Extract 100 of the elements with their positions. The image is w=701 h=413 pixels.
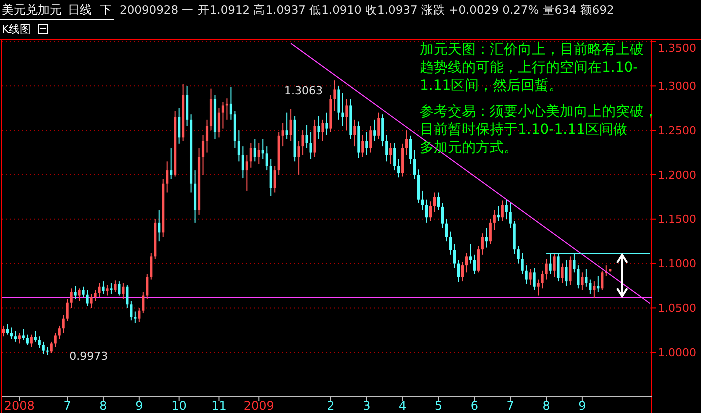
candlestick [286, 112, 288, 140]
candlestick [370, 126, 372, 154]
candlestick [469, 244, 472, 264]
candlestick [266, 146, 268, 172]
candlestick [485, 228, 488, 248]
candlestick [457, 260, 460, 283]
candlestick [22, 329, 25, 341]
candlestick [322, 119, 324, 142]
candlestick [386, 134, 388, 162]
x-tick-label: 2 [327, 399, 335, 413]
candlestick [246, 154, 248, 192]
candlestick [150, 252, 153, 280]
candlestick [134, 311, 137, 324]
candlestick [429, 201, 432, 222]
annotation: 1.3063 [284, 84, 323, 98]
y-tick-label: 1.2000 [658, 168, 696, 182]
candlestick [382, 114, 384, 148]
candlestick [254, 138, 256, 162]
candlestick [465, 252, 468, 274]
candlestick [302, 130, 304, 156]
candlestick [406, 130, 408, 156]
candlestick [10, 327, 13, 340]
candlestick [421, 190, 424, 212]
candlestick [290, 108, 292, 142]
candlestick [569, 256, 572, 286]
candlestick [441, 202, 444, 229]
x-tick-label: 4 [399, 399, 407, 413]
candlestick [505, 199, 508, 220]
candlestick [366, 132, 368, 156]
candlestick [453, 244, 456, 269]
candlestick [437, 192, 440, 212]
y-tick-label: 1.3000 [658, 80, 696, 94]
candlestick [118, 281, 121, 296]
candlestick [581, 272, 584, 291]
candlestick [274, 166, 276, 194]
candlestick [414, 150, 416, 180]
candlestick [342, 92, 344, 127]
x-tick-label: 9 [578, 399, 586, 413]
candlestick [390, 142, 392, 165]
x-tick-label: 2008 [4, 399, 35, 413]
candlestick [541, 270, 544, 290]
text: 下 [100, 3, 112, 17]
candlestick [130, 300, 133, 322]
candlestick [30, 334, 33, 348]
candlestick [545, 258, 548, 280]
candlestick [517, 246, 520, 264]
candlestick [354, 119, 356, 148]
candlestick [42, 341, 45, 355]
candlestick [589, 279, 592, 294]
candlestick [521, 252, 524, 275]
y-tick-label: 1.0000 [658, 346, 696, 360]
candlestick [114, 280, 117, 293]
candlestick [258, 142, 260, 165]
candlestick [62, 314, 65, 334]
candlestick [166, 161, 169, 194]
candlestick [90, 293, 93, 309]
candlestick [202, 134, 205, 176]
candlestick [425, 199, 428, 224]
candlestick [2, 325, 5, 338]
x-tick-label: 7 [64, 399, 72, 413]
candlestick [477, 246, 480, 274]
candlestick [529, 268, 532, 286]
candlestick [509, 202, 512, 229]
candlestick [374, 119, 376, 142]
x-tick-label: 11 [212, 399, 227, 413]
candlestick [493, 210, 496, 231]
candlestick [94, 290, 97, 302]
candlestick [461, 262, 464, 282]
candlestick [533, 268, 536, 291]
y-tick-label: 1.3500 [658, 42, 696, 55]
candlestick [593, 281, 596, 299]
candlestick [82, 286, 85, 298]
x-tick-label: 3 [363, 399, 371, 413]
candlestick [102, 281, 105, 294]
candlestick [394, 142, 396, 172]
x-tick-label: 8 [542, 399, 550, 413]
candlestick [66, 298, 69, 322]
candlestick [398, 158, 400, 178]
candlestick [577, 265, 580, 290]
candlestick [38, 336, 41, 349]
x-tick-label: 2009 [244, 399, 274, 413]
candlestick [585, 268, 588, 288]
chart-subtitle: 日线 [68, 3, 92, 17]
candlestick [70, 288, 73, 309]
candlestick [138, 308, 141, 323]
candlestick [78, 288, 81, 302]
candlestick [54, 332, 57, 348]
candlestick [74, 285, 77, 300]
candlestick [262, 138, 264, 160]
candlestick [561, 263, 564, 284]
candlestick [489, 218, 492, 245]
candlestick [601, 270, 604, 291]
candlestick [158, 210, 161, 242]
candlestick [410, 135, 412, 165]
candlestick [86, 290, 89, 307]
candlestick [346, 99, 348, 132]
candlestick [306, 124, 308, 149]
candlestick [525, 265, 528, 285]
candlestick [362, 134, 364, 158]
candlestick [178, 108, 181, 144]
